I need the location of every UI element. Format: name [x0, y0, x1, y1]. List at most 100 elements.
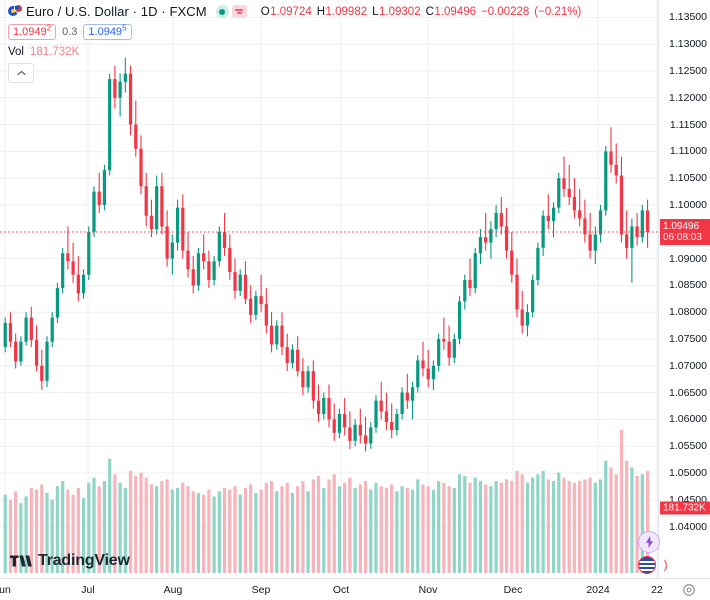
- volume-bar: [34, 489, 39, 573]
- last-price-value: 1.09496: [663, 221, 700, 232]
- price-scale[interactable]: 1.13500 1.13000 1.12500 1.12000 1.11500 1.110…: [658, 0, 710, 578]
- ohlc-l-value: 1.09302: [379, 5, 421, 18]
- candle-body: [457, 301, 462, 339]
- chevron-up-glyph: [16, 70, 26, 76]
- volume-bar: [332, 474, 336, 573]
- candle-body: [139, 148, 143, 187]
- volume-bar: [50, 499, 54, 573]
- candle-body: [275, 325, 279, 345]
- candle-body: [572, 196, 577, 211]
- lightning-bolt-glyph: [645, 536, 653, 548]
- candle-body: [14, 341, 18, 362]
- time-tick: Sep: [251, 584, 271, 596]
- volume-bar: [40, 484, 44, 573]
- price-tick: 1.08000: [669, 306, 707, 319]
- volume-bar: [102, 481, 107, 573]
- price-tick: 1.12000: [669, 91, 707, 104]
- volume-bar: [457, 474, 462, 573]
- candle-body: [358, 424, 362, 436]
- candle-body: [578, 210, 582, 219]
- volume-bar: [243, 487, 248, 573]
- volume-bar: [160, 481, 164, 573]
- volume-bar: [452, 487, 456, 573]
- volume-bar: [395, 491, 399, 573]
- volume-bar: [81, 498, 86, 573]
- volume-bar: [442, 482, 446, 573]
- ask-price-box[interactable]: 1.09495: [83, 24, 132, 40]
- economic-event-flag-icon[interactable]: [638, 556, 672, 574]
- volume-bar: [630, 467, 634, 573]
- ohlc-l-label: L: [372, 5, 379, 18]
- time-scale[interactable]: un Jul Aug Sep Oct Nov Dec 2024 22: [0, 578, 710, 600]
- price-tick: 1.09000: [669, 252, 707, 265]
- volume-bar: [390, 484, 394, 573]
- volume-bar: [525, 482, 530, 573]
- tradingview-logo-icon: [10, 555, 32, 567]
- candle-body: [515, 274, 519, 310]
- price-tick: 1.12500: [669, 65, 707, 77]
- volume-bar: [3, 494, 7, 573]
- volume-bar: [588, 477, 592, 573]
- candle-body: [280, 325, 284, 348]
- volume-bar: [165, 479, 169, 573]
- volume-bar: [29, 487, 33, 573]
- candle-body: [567, 188, 571, 197]
- last-price-badge[interactable]: 1.09496 06:08:03: [660, 219, 710, 245]
- lightning-bolt-icon[interactable]: [638, 531, 660, 553]
- candle-body: [102, 170, 107, 205]
- chart-badges: [638, 531, 672, 574]
- candle-body: [113, 79, 117, 98]
- candle-body: [66, 253, 70, 262]
- volume-bar: [546, 479, 550, 573]
- candle-body: [212, 261, 216, 281]
- volume-bar: [87, 482, 91, 573]
- candle-body: [421, 360, 425, 369]
- volume-bar: [217, 491, 221, 573]
- ohlc-values: O1.09724 H1.09982 L1.09302 C1.09496 −0.00228…: [261, 6, 582, 18]
- candle-body: [181, 207, 185, 251]
- volume-label[interactable]: Vol: [8, 46, 24, 58]
- volume-bar: [306, 491, 310, 573]
- time-tick: Dec: [503, 584, 523, 596]
- series-style-icon[interactable]: [215, 5, 247, 18]
- ask-price: 1.0949: [88, 26, 123, 38]
- volume-bar: [447, 486, 451, 573]
- ohlc-h-value: 1.09982: [325, 5, 368, 18]
- bid-price-box[interactable]: 1.09492: [8, 24, 57, 40]
- candle-body: [123, 73, 127, 82]
- volume-bar: [254, 492, 258, 573]
- candle-body: [118, 81, 122, 98]
- candle-body: [437, 339, 441, 366]
- candle-body: [452, 339, 456, 358]
- price-tick: 1.13000: [669, 38, 707, 51]
- candle-body: [71, 261, 75, 275]
- price-tick: 1.05000: [669, 467, 707, 479]
- volume-bar: [640, 474, 644, 573]
- candle-body: [369, 427, 373, 444]
- candle-body: [233, 272, 237, 291]
- tradingview-logo[interactable]: TradingView: [10, 552, 130, 570]
- volume-bar: [24, 496, 28, 573]
- volume-legend-row: Vol 181.732K: [8, 46, 581, 58]
- bid-price: 1.0949: [13, 26, 47, 38]
- volume-bar: [598, 479, 603, 573]
- candle-body: [536, 247, 540, 281]
- chart-plot-area[interactable]: [0, 0, 658, 578]
- volume-scale-badge[interactable]: 181.732K: [660, 501, 710, 515]
- candle-body: [353, 424, 357, 441]
- chevron-up-icon[interactable]: [8, 63, 34, 83]
- volume-bar: [363, 481, 368, 573]
- volume-bar: [358, 484, 362, 573]
- volume-bar: [645, 470, 650, 573]
- candle-body: [196, 253, 201, 286]
- gear-icon[interactable]: [682, 583, 696, 597]
- volume-bar: [301, 481, 305, 573]
- candle-body: [290, 349, 295, 364]
- candle-body: [384, 411, 389, 423]
- volume-bar: [212, 496, 216, 573]
- symbol-title[interactable]: Euro / U.S. Dollar · 1D · FXCM: [26, 4, 207, 19]
- volume-bar: [233, 486, 237, 573]
- candle-body: [588, 234, 592, 251]
- volume-bar: [61, 481, 65, 573]
- candle-body: [316, 400, 321, 415]
